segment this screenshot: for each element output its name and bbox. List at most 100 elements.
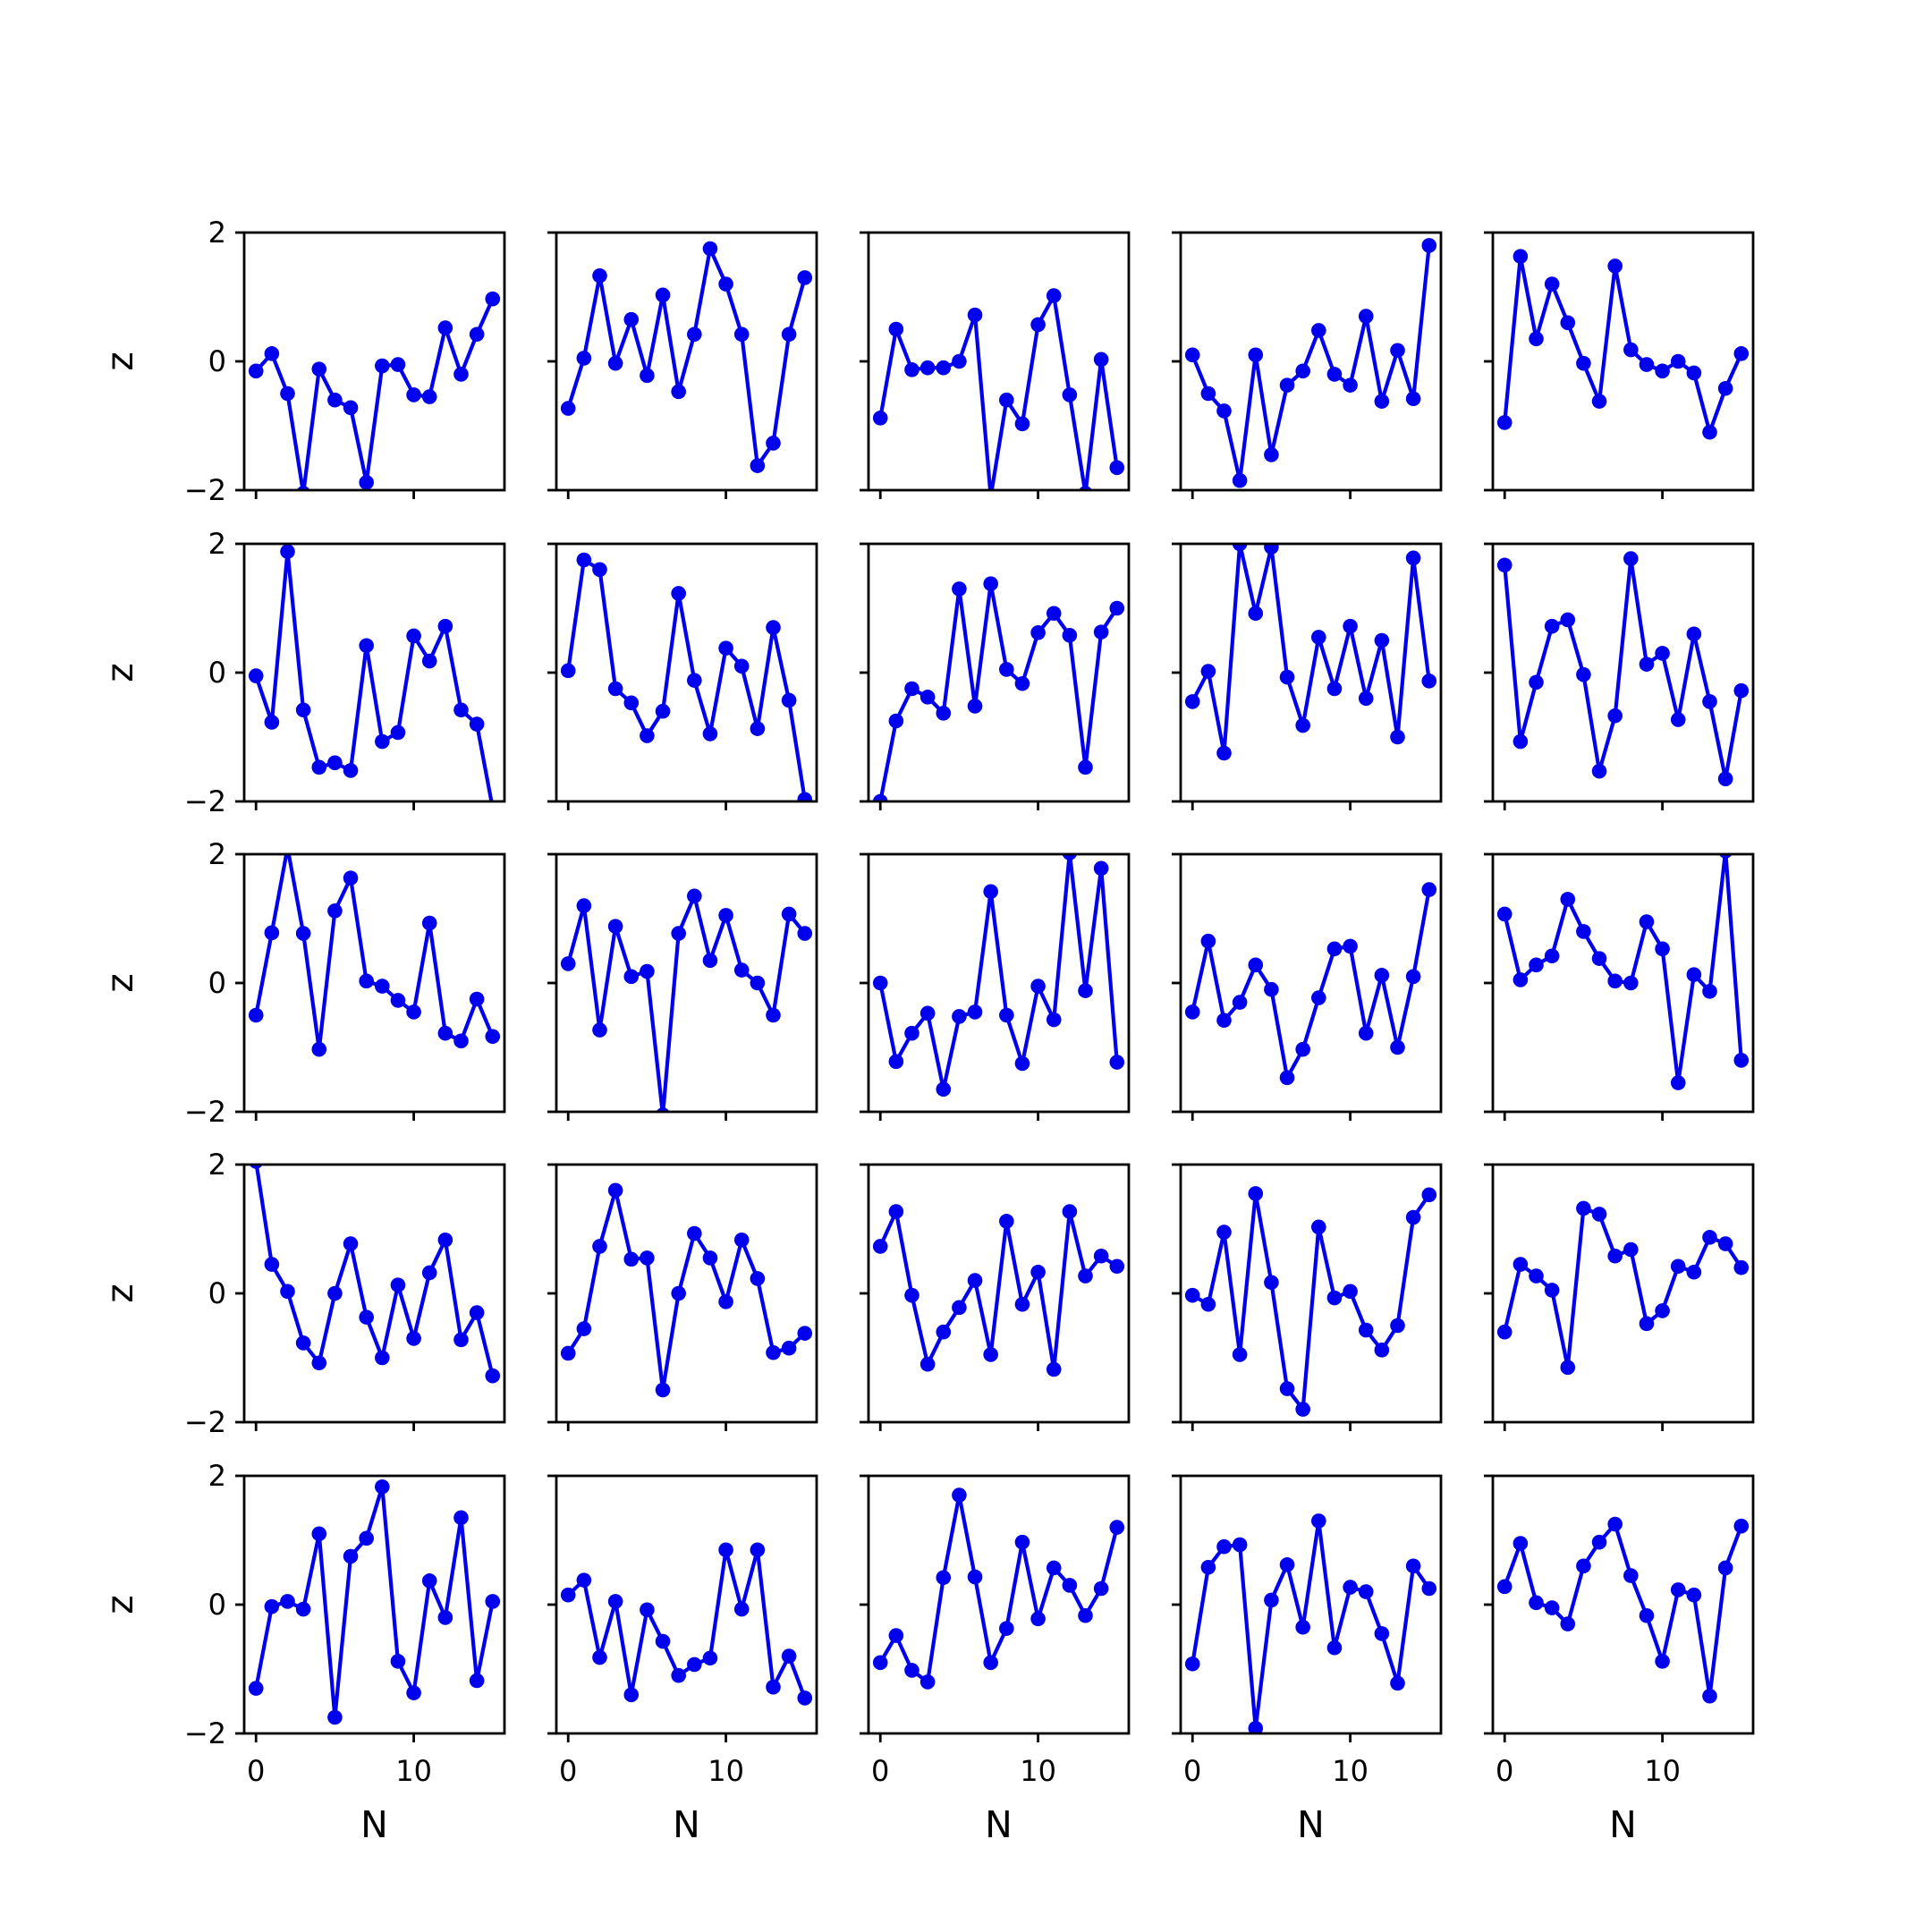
data-point: [766, 1344, 781, 1360]
data-point: [469, 326, 485, 343]
data-point: [1639, 357, 1655, 372]
data-point: [1686, 365, 1702, 381]
data-point: [1014, 1534, 1030, 1550]
panel-series: [1496, 854, 1750, 1090]
series-line: [1503, 556, 1743, 781]
data-point: [1326, 1640, 1343, 1656]
y-axis-label: z: [98, 973, 141, 993]
data-point: [687, 326, 702, 343]
panel-series: [560, 552, 813, 801]
data-point: [1295, 363, 1310, 379]
data-point: [702, 241, 718, 257]
data-point: [999, 1214, 1014, 1229]
data-point: [750, 975, 766, 991]
data-point: [904, 1287, 919, 1303]
data-point: [437, 618, 453, 634]
y-tick-label: −2: [184, 1095, 226, 1129]
data-point: [1560, 892, 1576, 907]
data-point: [406, 1331, 421, 1346]
data-point: [967, 699, 983, 714]
series-line: [566, 246, 807, 468]
data-point: [1591, 1534, 1607, 1550]
y-tick-label: 0: [208, 966, 226, 1000]
data-point: [919, 690, 936, 705]
data-point: [904, 1025, 919, 1041]
data-point: [1358, 1025, 1374, 1041]
data-point: [1200, 1296, 1216, 1312]
data-point: [952, 1487, 967, 1503]
data-point: [1046, 606, 1062, 622]
data-point: [1343, 377, 1358, 393]
data-point: [1062, 1204, 1078, 1219]
data-point: [1062, 1578, 1078, 1593]
panel-series: [560, 241, 813, 473]
data-point: [327, 903, 343, 919]
data-point: [967, 1004, 983, 1020]
y-tick-label: −2: [184, 784, 226, 818]
data-point: [1264, 544, 1279, 555]
data-point: [904, 1663, 919, 1678]
data-point: [872, 793, 888, 801]
data-point: [1248, 606, 1264, 622]
panel-r1-c5: [1484, 231, 1755, 499]
panel-r5-c4: 0 10N: [1172, 1474, 1443, 1846]
data-point: [1093, 624, 1109, 640]
data-point: [919, 1356, 936, 1372]
x-tick-label: 10: [1332, 1754, 1368, 1788]
data-point: [1496, 1579, 1513, 1595]
data-point: [888, 321, 904, 337]
data-point: [623, 1251, 640, 1267]
data-point: [1326, 1290, 1343, 1306]
data-point: [1733, 346, 1750, 361]
series-line: [1503, 1521, 1743, 1699]
x-tick-label: 0: [1183, 1754, 1201, 1788]
data-point: [733, 658, 750, 674]
data-point: [1216, 1013, 1232, 1029]
data-point: [390, 724, 406, 741]
data-point: [1358, 1322, 1374, 1338]
data-point: [733, 962, 750, 978]
data-point: [1184, 1287, 1200, 1303]
data-point: [343, 400, 359, 416]
data-point: [1607, 1516, 1623, 1532]
data-point: [936, 360, 952, 376]
data-point: [421, 915, 437, 931]
panel-r2-c4: [1172, 542, 1443, 810]
data-point: [904, 362, 919, 377]
data-point: [1513, 1257, 1529, 1272]
data-point: [280, 386, 295, 402]
data-point: [1421, 674, 1437, 689]
x-tick-label: 0: [559, 1754, 577, 1788]
data-point: [718, 640, 733, 656]
data-point: [295, 926, 311, 941]
y-tick-label: −2: [184, 1405, 226, 1439]
data-point: [1513, 249, 1529, 264]
data-point: [248, 1681, 264, 1696]
data-point: [1623, 1568, 1639, 1583]
panel-series: [1184, 1513, 1437, 1733]
data-point: [1607, 258, 1623, 274]
data-point: [248, 363, 264, 379]
data-point: [311, 759, 327, 775]
data-point: [1576, 924, 1591, 939]
panel-series: [248, 854, 501, 1057]
data-point: [1046, 1012, 1062, 1028]
data-point: [1279, 1557, 1295, 1572]
data-point: [1686, 1587, 1702, 1603]
panel-r4-c4: [1172, 1163, 1443, 1431]
data-point: [919, 1005, 936, 1021]
data-point: [983, 884, 998, 900]
data-point: [1326, 941, 1343, 957]
data-point: [1030, 1611, 1046, 1627]
data-point: [1248, 347, 1264, 363]
data-point: [1639, 1316, 1655, 1332]
data-point: [280, 1594, 295, 1609]
series-line: [878, 581, 1119, 801]
data-point: [1358, 691, 1374, 707]
data-point: [295, 1601, 311, 1617]
data-point: [560, 663, 576, 679]
panel-series: [872, 854, 1125, 1097]
panel-r2-c1: −2 0 2 z: [98, 527, 506, 818]
data-point: [560, 956, 576, 971]
data-point: [1295, 1041, 1310, 1057]
